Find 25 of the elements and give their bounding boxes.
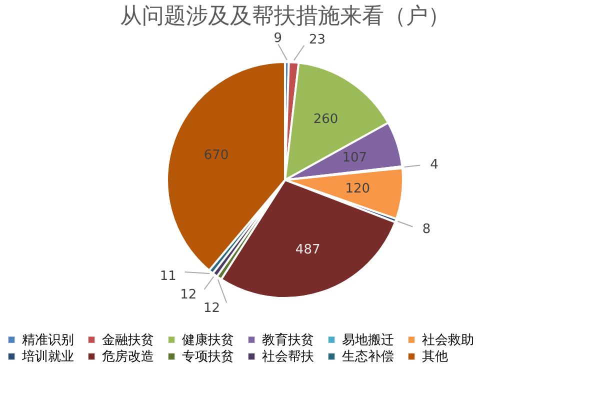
data-label: 107 — [342, 150, 368, 166]
legend-label: 社会救助 — [422, 332, 474, 348]
legend-label: 培训就业 — [21, 350, 74, 364]
data-label: 8 — [422, 222, 431, 237]
legend-label: 教育扶贫 — [262, 332, 314, 348]
legend-label: 精准识别 — [22, 332, 74, 348]
chart-title: 从问题涉及及帮扶措施来看（户） — [120, 4, 450, 30]
legend-label: 健康扶贫 — [182, 332, 234, 348]
legend-label: 危房改造 — [102, 348, 154, 364]
legend-label: 金融扶贫 — [102, 332, 154, 348]
data-label: 120 — [345, 182, 370, 197]
data-label: 23 — [309, 32, 326, 48]
data-label: 12 — [203, 301, 220, 316]
legend-label: 其他 — [422, 350, 448, 364]
legend-label: 生态补偿 — [342, 350, 394, 364]
legend-label: 易地搬迁 — [342, 332, 394, 348]
data-label: 487 — [295, 242, 320, 258]
data-label: 9 — [274, 31, 282, 46]
data-label: 260 — [313, 112, 338, 128]
legend-label: 社会帮扶 — [262, 350, 314, 364]
data-label: 670 — [204, 148, 229, 163]
data-label: 12 — [180, 287, 197, 302]
legend-label: 专项扶贫 — [182, 350, 234, 364]
data-label: 4 — [430, 158, 438, 173]
data-label: 11 — [160, 269, 176, 284]
